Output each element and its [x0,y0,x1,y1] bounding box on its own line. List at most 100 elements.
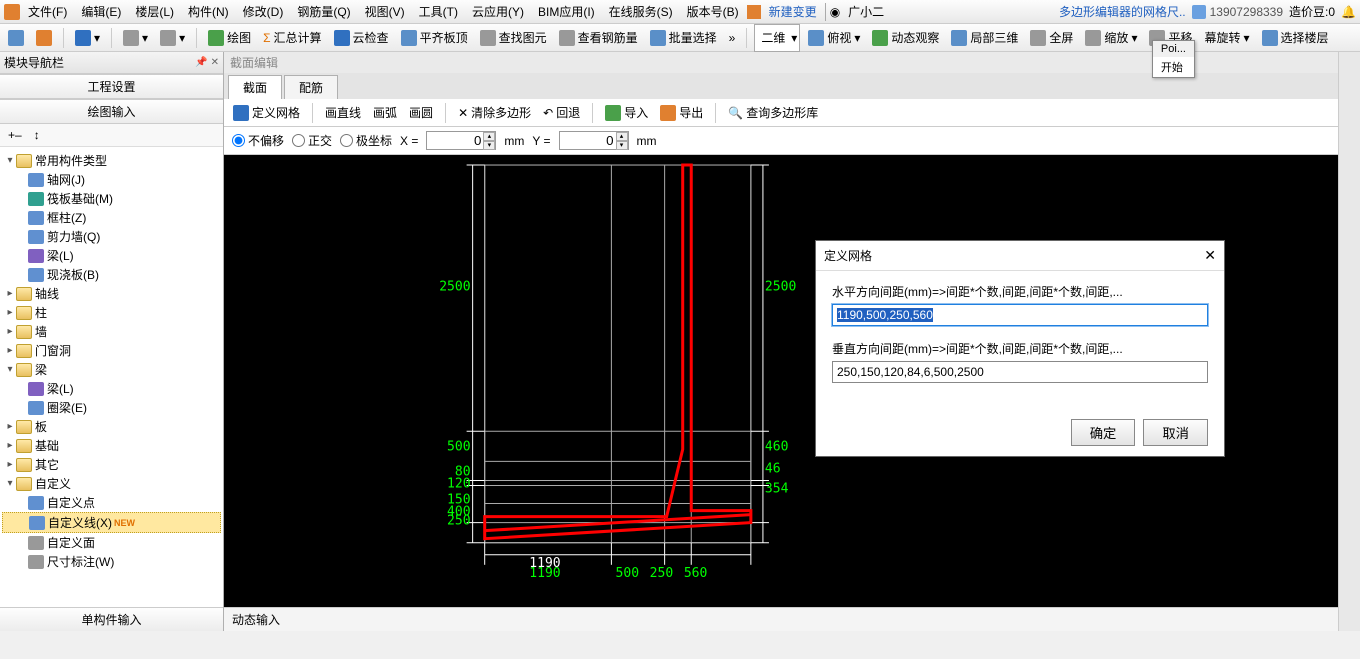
radio-nooffset[interactable]: 不偏移 [232,132,284,149]
dialog-ok-button[interactable]: 确定 [1071,419,1136,446]
tree-toggle[interactable]: ▸ [4,459,16,470]
tree-toggle[interactable]: ▸ [4,440,16,451]
y-input-wrap[interactable]: ▴▾ [559,131,629,150]
panel-tab-settings[interactable]: 工程设置 [0,74,223,99]
tree-node[interactable]: ▸板 [2,417,221,436]
tree-node[interactable]: 框柱(Z) [2,208,221,227]
tree-toggle[interactable]: ▸ [4,421,16,432]
redo-button[interactable]: ▾ [156,28,189,48]
tree-node[interactable]: 自定义线(X)NEW [2,512,221,533]
menu-rebar[interactable]: 钢筋量(Q) [291,1,356,22]
new-change-link[interactable]: 新建变更 [763,1,823,22]
undo-poly-button[interactable]: ↶ 回退 [540,102,583,123]
doc-tab-rebar[interactable]: 配筋 [284,75,338,99]
tree-node[interactable]: ▸墙 [2,322,221,341]
overflow-1[interactable]: » [725,29,740,47]
x-input-wrap[interactable]: ▴▾ [426,131,496,150]
find-button[interactable]: 查找图元 [476,27,551,48]
tree-node[interactable]: ▾梁 [2,360,221,379]
user-badge[interactable]: 13907298339 [1192,5,1283,19]
menu-modify[interactable]: 修改(D) [237,1,290,22]
tree-node[interactable]: ▸门窗洞 [2,341,221,360]
tree-node[interactable]: 现浇板(B) [2,265,221,284]
undo-button[interactable]: ▾ [119,28,152,48]
tree-node[interactable]: ▸其它 [2,455,221,474]
draw-line-button[interactable]: 画直线 [322,102,364,123]
draw-button[interactable]: 绘图 [204,27,255,48]
tree-toggle[interactable]: ▾ [4,155,16,166]
x-spin-up[interactable]: ▴ [483,132,495,141]
user-name-input[interactable]: 广小二 [848,3,884,20]
menu-edit[interactable]: 编辑(E) [75,1,127,22]
tree-toggle[interactable]: ▸ [4,326,16,337]
tree-node[interactable]: 轴网(J) [2,170,221,189]
topview-button[interactable]: 俯视▾ [804,27,864,48]
open-button[interactable] [32,28,56,48]
view-mode-combo[interactable]: 二维▾ [754,24,800,52]
tree-toggle[interactable]: ▸ [4,307,16,318]
menu-version[interactable]: 版本号(B) [681,1,745,22]
x-spin-down[interactable]: ▾ [483,141,495,150]
y-spin-down[interactable]: ▾ [616,141,628,150]
tree-sort-button[interactable]: ↕ [30,126,44,144]
menu-tools[interactable]: 工具(T) [413,1,464,22]
align-top-button[interactable]: 平齐板顶 [397,27,472,48]
menu-online[interactable]: 在线服务(S) [603,1,679,22]
tree-expand-button[interactable]: +– [4,126,26,144]
tree-node[interactable]: ▾常用构件类型 [2,151,221,170]
clear-poly-button[interactable]: ✕ 清除多边形 [455,102,534,123]
tree-node[interactable]: 自定义点 [2,493,221,512]
tree-node[interactable]: ▸轴线 [2,284,221,303]
dialog-close-button[interactable]: ✕ [1204,247,1216,264]
tree-node[interactable]: 圈梁(E) [2,398,221,417]
grid-editor-link[interactable]: 多边形编辑器的网格尺.. [1059,3,1186,20]
tree-node[interactable]: 剪力墙(Q) [2,227,221,246]
fullscreen-button[interactable]: 全屏 [1026,27,1077,48]
draw-arc-button[interactable]: 画弧 [370,102,400,123]
tree-node[interactable]: 筏板基础(M) [2,189,221,208]
tree-node[interactable]: ▸柱 [2,303,221,322]
new-button[interactable] [4,28,28,48]
export-button[interactable]: 导出 [657,102,706,123]
component-tree[interactable]: ▾常用构件类型轴网(J)筏板基础(M)框柱(Z)剪力墙(Q)梁(L)现浇板(B)… [0,147,223,607]
menu-floor[interactable]: 楼层(L) [129,1,180,22]
dialog-cancel-button[interactable]: 取消 [1143,419,1208,446]
view-rebar-button[interactable]: 查看钢筋量 [555,27,642,48]
zoom-button[interactable]: 缩放▾ [1081,27,1141,48]
tree-node[interactable]: 尺寸标注(W) [2,552,221,571]
menu-component[interactable]: 构件(N) [182,1,235,22]
dialog-titlebar[interactable]: 定义网格 ✕ [816,241,1224,271]
batch-select-button[interactable]: 批量选择 [646,27,721,48]
panel-tab-draw[interactable]: 绘图输入 [0,99,223,124]
menu-bim[interactable]: BIM应用(I) [532,1,601,22]
y-spin-up[interactable]: ▴ [616,132,628,141]
tree-node[interactable]: 梁(L) [2,379,221,398]
menu-cloud[interactable]: 云应用(Y) [466,1,530,22]
tree-node[interactable]: ▸基础 [2,436,221,455]
tree-toggle[interactable]: ▸ [4,345,16,356]
service-icon[interactable] [747,5,761,19]
v-spacing-input[interactable] [832,361,1208,383]
dynamic-input-bar[interactable]: 动态输入 [224,607,1338,631]
tree-toggle[interactable]: ▾ [4,478,16,489]
tree-node[interactable]: ▾自定义 [2,474,221,493]
menu-view[interactable]: 视图(V) [359,1,411,22]
tree-toggle[interactable]: ▾ [4,364,16,375]
h-spacing-input[interactable]: 1190,500,250,560 [832,304,1208,326]
draw-circle-button[interactable]: 画圆 [406,102,436,123]
save-button[interactable]: ▾ [71,28,104,48]
define-grid-button[interactable]: 定义网格 [230,102,303,123]
doc-tab-section[interactable]: 截面 [228,75,282,99]
cloud-check-button[interactable]: 云检查 [330,27,393,48]
orbit-button[interactable]: 动态观察 [868,27,943,48]
rotate-button[interactable]: 幕旋转▾ [1200,27,1253,48]
import-button[interactable]: 导入 [602,102,651,123]
menu-file[interactable]: 文件(F) [22,1,73,22]
sum-button[interactable]: Σ 汇总计算 [259,27,325,48]
tree-node[interactable]: 梁(L) [2,246,221,265]
local3d-button[interactable]: 局部三维 [947,27,1022,48]
pin-icon[interactable]: 📌 ✕ [195,57,219,68]
select-floor-button[interactable]: 选择楼层 [1258,27,1333,48]
tree-node[interactable]: 自定义面 [2,533,221,552]
tree-toggle[interactable]: ▸ [4,288,16,299]
